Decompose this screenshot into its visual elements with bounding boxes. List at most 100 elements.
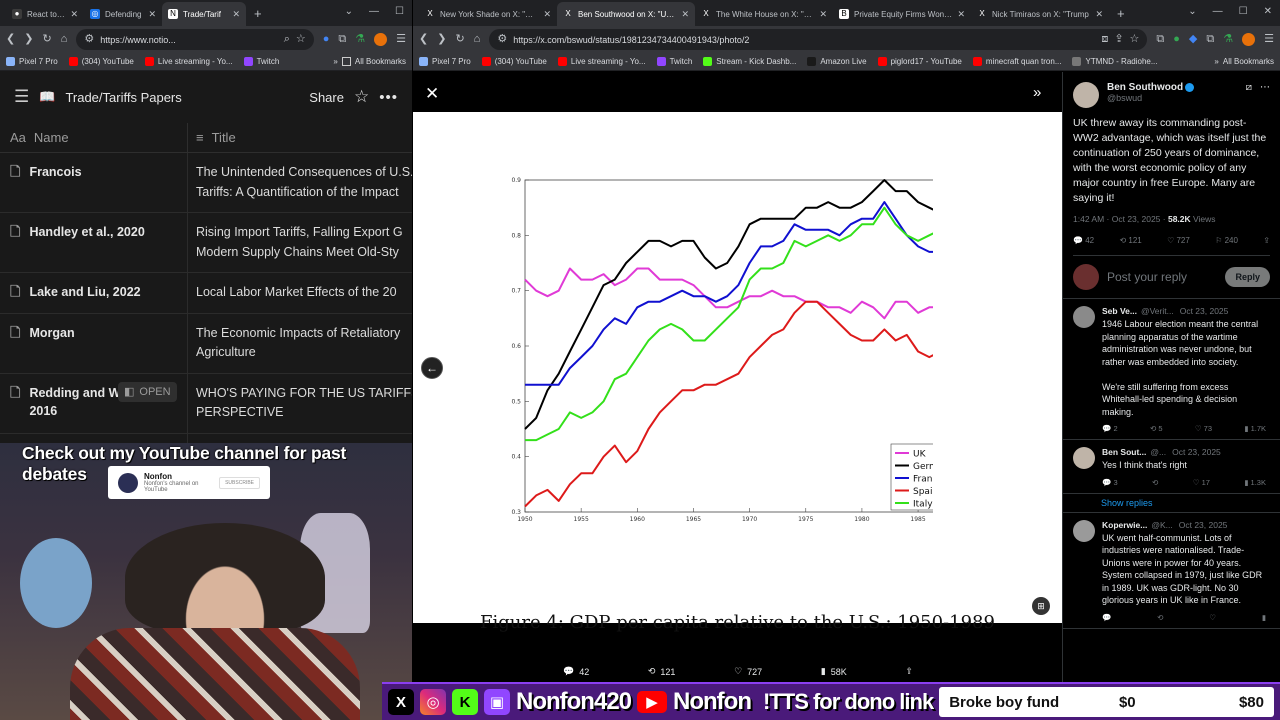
reply-item[interactable]: Ben Sout... @... Oct 23, 2025 Yes I think t… [1063, 440, 1280, 494]
bookmark-item[interactable]: YTMND - Radiohe... [1072, 57, 1158, 66]
heart-icon[interactable]: ♡ [1209, 612, 1217, 622]
bookmark-item[interactable]: (304) YouTube [481, 57, 547, 66]
reload-icon[interactable]: ↻ [455, 33, 465, 45]
reply-item[interactable]: Seb Ve... @Verit... Oct 23, 2025 1946 Labou… [1063, 299, 1280, 440]
reply-icon[interactable]: 💬 2 [1102, 424, 1118, 433]
forward-icon[interactable]: ❯ [437, 33, 447, 45]
author-handle[interactable]: @bswud [1107, 93, 1143, 103]
menu-icon[interactable]: ☰ [396, 33, 406, 45]
bookmark-star-icon[interactable]: ☆ [295, 33, 306, 45]
new-tab-icon[interactable]: + [254, 6, 262, 21]
reply-item[interactable]: Koperwie... @K... Oct 23, 2025 UK went half… [1063, 513, 1280, 629]
row-title-cell[interactable]: Rising Import Tariffs, Falling Export G … [196, 225, 403, 259]
bookmark-item[interactable]: piglord17 - YouTube [877, 57, 962, 66]
show-replies-link[interactable]: Show replies [1063, 494, 1280, 513]
site-info-icon[interactable]: ⚙ [84, 33, 95, 45]
tab-3[interactable]: X The White House on X: "BRE ✕ [695, 2, 833, 26]
table-row[interactable]: 🗋 Handley et al., 2020 Rising Import Tarif… [0, 213, 412, 273]
close-tab-icon[interactable]: ✕ [1095, 8, 1103, 19]
table-row[interactable]: 🗋 Redding and W 2016 WHO'S PAYING FOR THE … [0, 373, 412, 434]
address-bar[interactable]: ⚙ https://www.notio... ⌕ ☆ [76, 29, 314, 50]
flask-extension-icon[interactable]: ⚗ [355, 33, 366, 45]
bookmark-item[interactable]: Amazon Live [807, 57, 867, 66]
close-tab-icon[interactable]: ✕ [232, 8, 240, 19]
heart-icon[interactable]: ♡ 73 [1194, 424, 1212, 433]
reply-icon[interactable]: 💬 [1102, 612, 1112, 622]
page-title[interactable]: Trade/Tariffs Papers [65, 89, 182, 105]
tab-defending[interactable]: ◎ Defending ✕ [84, 2, 162, 26]
bookmark-star-icon[interactable]: ☆ [1129, 33, 1140, 45]
bookmark-pixel[interactable]: Pixel 7 Pro [6, 57, 58, 66]
row-name-cell[interactable]: 🗋 Francois [0, 153, 188, 212]
maximize-icon[interactable]: ☐ [395, 6, 404, 17]
previous-photo-icon[interactable]: ← [421, 357, 443, 379]
bookmark-twitch[interactable]: Twitch [243, 57, 279, 66]
minimize-icon[interactable]: — [1212, 6, 1223, 17]
reply-author[interactable]: Ben Sout... [1102, 447, 1147, 457]
table-row[interactable]: 🗋 Morgan The Economic Impacts of Retaliato… [0, 313, 412, 374]
minimize-icon[interactable]: — [369, 6, 380, 17]
bookmark-item[interactable]: Stream - Kick Dashb... [703, 57, 796, 66]
reply-icon[interactable]: 💬 3 [1102, 477, 1118, 487]
table-row[interactable]: 🗋 Francois The Unintended Consequences of … [0, 153, 412, 213]
close-window-icon[interactable]: ✕ [1263, 6, 1272, 17]
repost-icon[interactable]: ⟲ [1157, 612, 1164, 622]
close-tab-icon[interactable]: ✕ [819, 8, 827, 19]
maximize-icon[interactable]: ☐ [1238, 6, 1248, 17]
tab-1[interactable]: X New York Shade on X: "@N ✕ [419, 2, 557, 26]
expand-sidebar-icon[interactable]: » [1033, 84, 1042, 101]
column-header-title[interactable]: ≡ Title [188, 130, 236, 145]
share-page-icon[interactable]: ⇪ [1114, 33, 1124, 45]
repost-icon[interactable]: ⟲ [1152, 477, 1159, 487]
address-bar[interactable]: ⚙ https://x.com/bswud/status/19812347344… [489, 29, 1148, 50]
more-options-icon[interactable]: ••• [379, 88, 398, 106]
like-stat[interactable]: ♡ 727 [1167, 236, 1190, 245]
views-action[interactable]: ▮ 58K [821, 666, 847, 677]
home-icon[interactable]: ⌂ [60, 33, 68, 45]
extensions-puzzle-icon[interactable]: ⧉ [338, 33, 347, 45]
zoom-icon[interactable]: ⌕ [283, 33, 290, 45]
reply-input[interactable]: Post your reply [1107, 270, 1188, 284]
repost-action[interactable]: ⟲ 121 [648, 666, 676, 677]
profile-avatar-icon[interactable] [374, 33, 388, 46]
row-title-cell[interactable]: Local Labor Market Effects of the 20 [196, 285, 397, 299]
close-photo-icon[interactable]: ✕ [425, 84, 440, 103]
repost-icon[interactable]: ⟲ 5 [1149, 424, 1163, 433]
share-icon[interactable]: ⇪ [1263, 236, 1270, 245]
extension-icon[interactable]: ⧉ [1156, 33, 1165, 45]
row-name-cell[interactable]: 🗋 Lake and Liu, 2022 [0, 273, 188, 313]
row-title-cell[interactable]: The Unintended Consequences of U.S. Tari… [196, 165, 412, 199]
heart-icon[interactable]: ♡ 17 [1192, 477, 1210, 487]
grok-icon[interactable]: ⧄ [1245, 82, 1252, 93]
reply-author[interactable]: Koperwie... [1102, 519, 1148, 530]
bookmark-item[interactable]: Live streaming - Yo... [557, 57, 646, 66]
reload-icon[interactable]: ↻ [42, 33, 52, 45]
home-icon[interactable]: ⌂ [473, 33, 481, 45]
reply-stat[interactable]: 💬 42 [1073, 236, 1095, 245]
row-name-cell[interactable]: 🗋 Morgan [0, 313, 188, 373]
bookmark-item[interactable]: Pixel 7 Pro [419, 57, 471, 66]
share-button[interactable]: Share [309, 89, 344, 105]
open-page-button[interactable]: ◧ OPEN [118, 381, 177, 402]
reply-avatar[interactable] [1073, 447, 1095, 469]
extension-icon[interactable]: ◆ [1188, 33, 1198, 45]
like-action[interactable]: ♡ 727 [734, 666, 762, 677]
bookmark-item[interactable]: Twitch [656, 57, 692, 66]
views-icon[interactable]: ▮ [1261, 612, 1266, 622]
row-title-cell[interactable]: The Economic Impacts of Retaliatory Agri… [196, 325, 401, 360]
more-options-icon[interactable]: ⋯ [1260, 82, 1270, 93]
reply-author[interactable]: Seb Ve... [1102, 306, 1137, 316]
bookmark-youtube[interactable]: (304) YouTube [68, 57, 134, 66]
hamburger-menu-icon[interactable]: ☰ [14, 87, 30, 106]
row-title-cell[interactable]: WHO'S PAYING FOR THE US TARIFFS PERSPECT… [196, 385, 412, 420]
tab-react-today[interactable]: ● React today ✕ [6, 2, 84, 26]
profile-avatar-icon[interactable] [1242, 33, 1256, 46]
column-header-name[interactable]: Aa Name [0, 123, 188, 152]
bookmark-item[interactable]: minecraft quan tron... [972, 57, 1061, 66]
tab-4[interactable]: B Private Equity Firms Won't B ✕ [833, 2, 971, 26]
reply-avatar[interactable] [1073, 519, 1095, 542]
forward-icon[interactable]: ❯ [24, 33, 34, 45]
tab-5[interactable]: X Nick Timiraos on X: "Trump ✕ [971, 2, 1109, 26]
google-extension-icon[interactable]: ● [1173, 33, 1180, 45]
tweet-photo[interactable]: 0.3 0.4 0.5 0.6 0.7 0.8 0.9 1950 1955 1960 1965 197… [413, 112, 1062, 633]
